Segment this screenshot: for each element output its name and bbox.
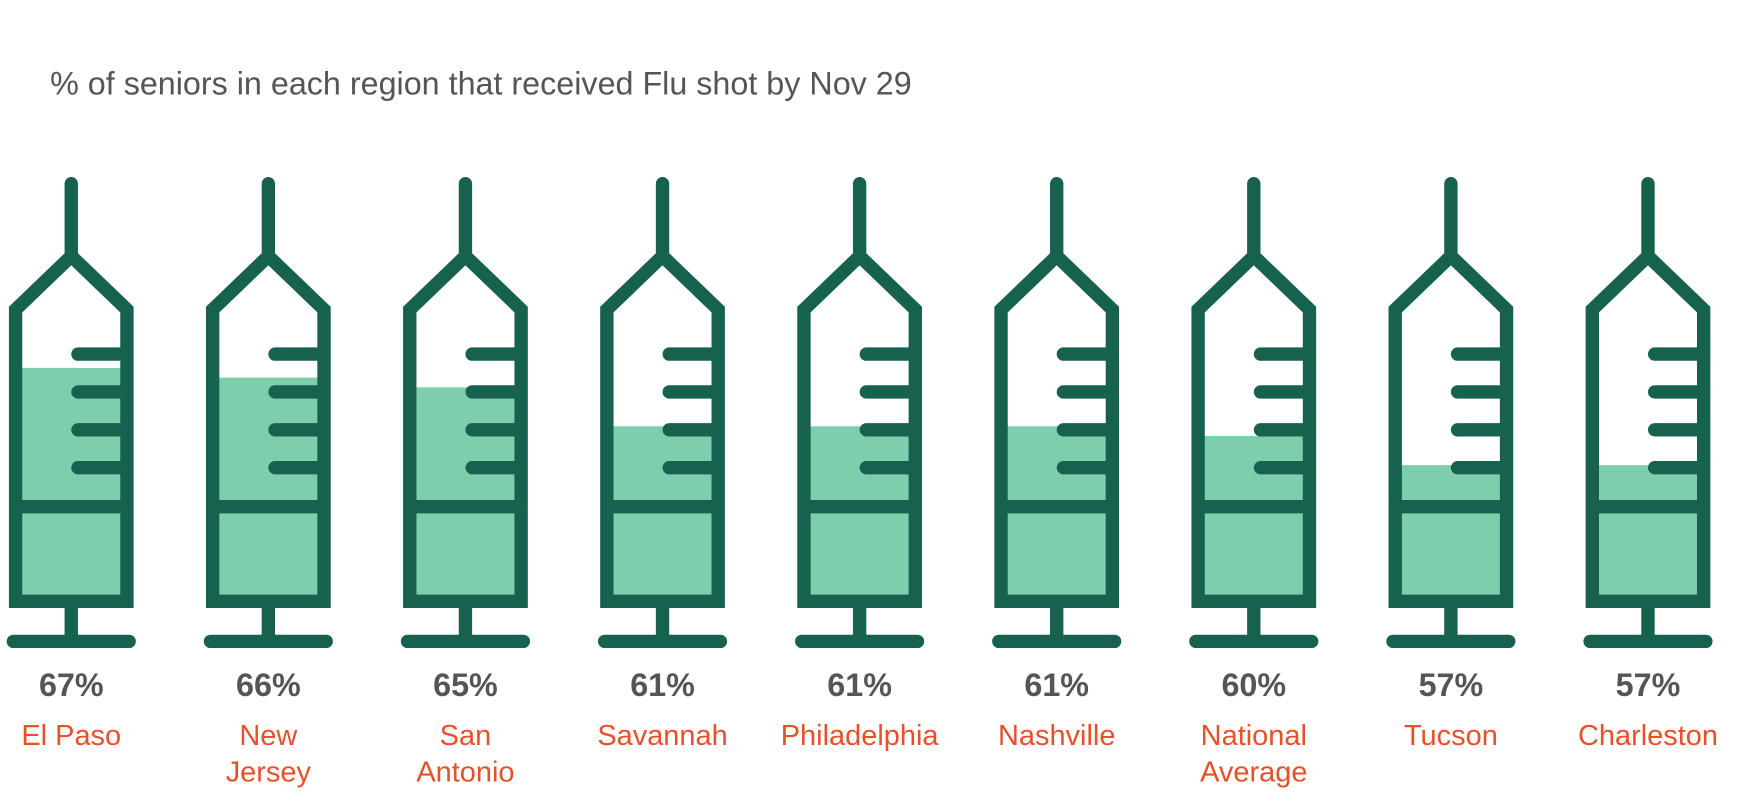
- syringe-outline: [1386, 177, 1516, 649]
- category-label: Tucson: [1356, 717, 1545, 754]
- category-text: Philadelphia: [780, 718, 939, 752]
- value-label: 61%: [827, 668, 892, 704]
- category-text: El Paso: [21, 718, 122, 752]
- category-label: National Average: [1159, 717, 1348, 790]
- category-text: Nashville: [997, 718, 1116, 752]
- category-label: San Antonio: [371, 717, 560, 790]
- syringe-outline: [1189, 177, 1319, 649]
- value-label: 60%: [1221, 668, 1287, 704]
- category-text: Charleston: [1577, 718, 1718, 752]
- syringe-outline: [992, 177, 1122, 649]
- syringe-fill: [1001, 426, 1113, 602]
- value-label: 67%: [38, 668, 104, 704]
- category-label: New Jersey: [174, 717, 363, 790]
- syringe-outline: [203, 177, 333, 649]
- value-label: 61%: [1024, 668, 1090, 704]
- value-label: 57%: [1615, 668, 1681, 704]
- syringe-outline: [795, 177, 925, 649]
- category-label: Philadelphia: [765, 717, 954, 754]
- syringe-fill: [15, 367, 127, 602]
- category-text: Tucson: [1403, 718, 1498, 752]
- syringe-outline: [400, 177, 531, 649]
- category-text: National Average: [1200, 718, 1308, 789]
- value-label: 61%: [630, 668, 695, 704]
- chart-title: % of seniors in each region that receive…: [50, 66, 912, 103]
- category-label: El Paso: [0, 717, 166, 754]
- value-label: 57%: [1418, 668, 1484, 704]
- category-label: Nashville: [962, 717, 1151, 754]
- syringe-fill: [803, 426, 916, 602]
- syringe-outline: [1583, 177, 1713, 649]
- category-label: Charleston: [1553, 717, 1742, 754]
- value-label: 65%: [433, 668, 498, 704]
- syringe-fill: [1395, 465, 1507, 602]
- syringe-outline: [6, 177, 136, 649]
- syringe-fill: [409, 387, 522, 602]
- category-text: San Antonio: [416, 718, 515, 789]
- value-label: 66%: [236, 668, 301, 704]
- category-text: Savannah: [597, 718, 728, 752]
- syringe-fill: [606, 426, 719, 602]
- syringe-fill: [1592, 465, 1704, 602]
- category-text: New Jersey: [225, 718, 311, 789]
- syringe-fill: [212, 377, 325, 602]
- category-label: Savannah: [568, 717, 757, 754]
- syringe-outline: [597, 177, 728, 649]
- syringe-fill: [1198, 435, 1310, 602]
